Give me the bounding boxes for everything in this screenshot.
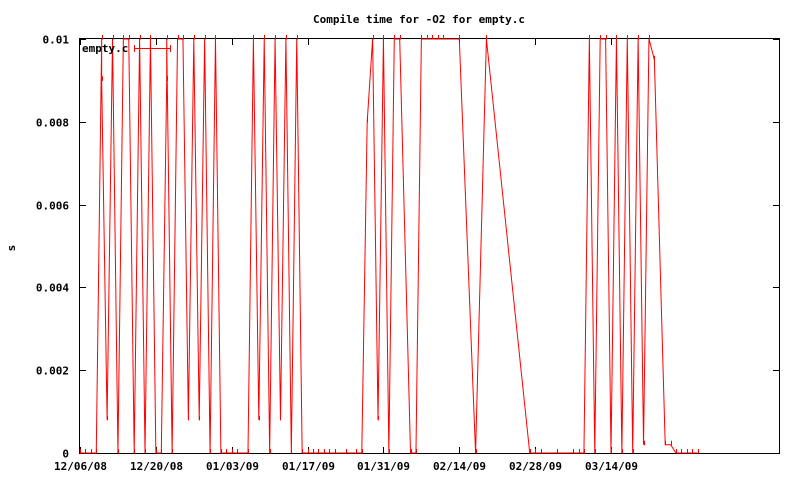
chart-title: Compile time for -O2 for empty.c (313, 13, 525, 26)
x-tick-label: 01/03/09 (206, 460, 259, 473)
x-tick-label: 02/28/09 (509, 460, 562, 473)
x-tick-label: 12/20/08 (130, 460, 183, 473)
y-tick-label: 0.002 (36, 365, 69, 378)
x-ticks: 12/06/08 12/20/08 01/03/09 01/17/09 01/31/09… (54, 39, 638, 473)
y-tick-label: 0.006 (36, 200, 69, 213)
legend: empty.c (82, 42, 171, 55)
x-tick-label: 01/17/09 (282, 460, 335, 473)
x-tick-label: 01/31/09 (357, 460, 410, 473)
y-tick-label: 0.01 (43, 34, 70, 47)
series-line (80, 38, 698, 454)
x-tick-label: 12/06/08 (54, 460, 107, 473)
x-tick-label: 03/14/09 (585, 460, 638, 473)
y-tick-label: 0.008 (36, 117, 69, 130)
y-tick-label: 0.004 (36, 282, 69, 295)
plot-frame (79, 38, 780, 454)
series-layer (80, 35, 699, 454)
x-tick-label: 02/14/09 (433, 460, 486, 473)
y-axis-label: s (5, 245, 18, 252)
y-tick-label: 0 (62, 448, 69, 461)
y-ticks: 0 0.002 0.004 0.006 0.008 0.01 (36, 34, 779, 461)
legend-label: empty.c (82, 42, 128, 55)
